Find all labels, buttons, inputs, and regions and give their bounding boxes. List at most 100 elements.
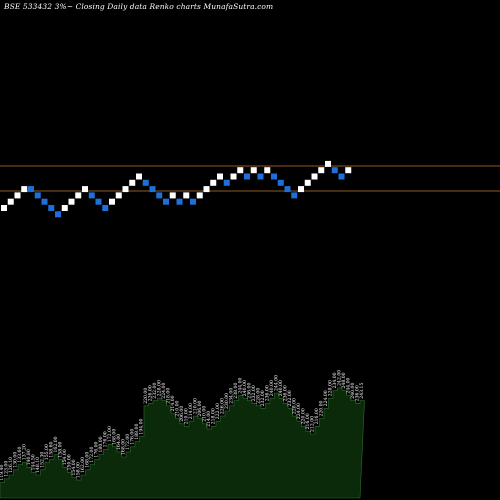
renko-brick-down <box>156 192 163 199</box>
volume-label: 123.00 <box>4 461 10 477</box>
volume-label: 206.00 <box>197 400 203 416</box>
renko-brick-up <box>217 173 223 180</box>
volume-label: 210.00 <box>202 406 208 422</box>
volume-label: 238.00 <box>233 383 239 399</box>
renko-brick-up <box>264 167 271 174</box>
renko-brick-down <box>88 192 95 199</box>
volume-label: 214.00 <box>170 395 176 411</box>
renko-brick-down <box>28 186 34 193</box>
volume-label: 234.00 <box>332 372 338 388</box>
volume-label: 240.00 <box>278 380 284 396</box>
renko-brick-up <box>7 198 14 205</box>
volume-label: 168.00 <box>112 429 118 445</box>
renko-brick-up <box>109 198 115 205</box>
volume-area <box>0 387 365 499</box>
volume-label: 226.00 <box>148 385 154 401</box>
renko-brick-up <box>210 179 217 186</box>
volume-label: 176.00 <box>94 441 100 457</box>
renko-brick-down <box>291 192 298 199</box>
renko-brick-up <box>75 192 82 199</box>
volume-label: 194.00 <box>139 418 145 434</box>
volume-label: 130.00 <box>13 452 19 468</box>
renko-brick-down <box>142 179 149 186</box>
renko-brick-down <box>257 173 264 180</box>
renko-brick-down <box>190 198 196 205</box>
renko-brick-down <box>95 198 102 205</box>
volume-label: 236.00 <box>247 383 253 399</box>
volume-label: 172.00 <box>89 447 95 463</box>
volume-label: 240.00 <box>242 380 248 396</box>
volume-label: 232.00 <box>251 385 257 401</box>
renko-brick-up <box>68 198 75 205</box>
volume-label: 216.00 <box>314 408 320 424</box>
renko-brick-down <box>277 179 284 186</box>
volume-label: 234.00 <box>229 388 235 404</box>
renko-brick-down <box>41 198 48 205</box>
volume-label: 248.00 <box>341 372 347 388</box>
volume-label: 176.00 <box>103 431 109 447</box>
volume-label: 119.40 <box>0 464 5 480</box>
renko-brick-down <box>244 173 250 180</box>
renko-brick-down <box>338 173 345 180</box>
renko-brick-down <box>55 211 61 218</box>
volume-label: 158.60 <box>49 441 55 457</box>
volume-label: 137.20 <box>22 444 28 460</box>
volume-panel: 119.40 123.00 126.10 130.00 133.60 137.20 140.… <box>0 370 365 499</box>
volume-label: 224.00 <box>323 390 329 406</box>
renko-brick-up <box>325 160 331 167</box>
volume-label: 228.00 <box>256 388 262 404</box>
volume-label: 244.00 <box>238 377 244 393</box>
volume-label: 154.00 <box>71 459 77 475</box>
renko-brick-down <box>271 173 277 180</box>
renko-brick-up <box>169 192 176 199</box>
volume-label: 244.00 <box>274 375 280 391</box>
volume-label: 218.00 <box>166 388 172 404</box>
renko-brick-up <box>318 167 325 174</box>
volume-label: 232.00 <box>152 383 158 399</box>
volume-label: 172.00 <box>107 426 113 442</box>
renko-brick-down <box>102 205 109 211</box>
volume-label: 222.00 <box>215 403 221 419</box>
renko-bricks <box>1 160 352 218</box>
volume-label: 220.00 <box>319 400 325 416</box>
volume-label: 236.00 <box>283 385 289 401</box>
volume-label: 232.00 <box>260 390 266 406</box>
volume-label: 172.00 <box>125 434 131 450</box>
volume-label: 243.15 <box>359 383 365 399</box>
renko-brick-down <box>34 192 41 199</box>
volume-label: 228.00 <box>292 398 298 414</box>
volume-label: 140.80 <box>26 449 32 465</box>
renko-brick-up <box>311 173 318 180</box>
renko-brick-up <box>203 186 210 193</box>
renko-brick-up <box>196 192 203 199</box>
renko-brick-up <box>237 167 244 174</box>
volume-label: 164.00 <box>116 434 122 450</box>
volume-label: 144.50 <box>31 454 37 470</box>
renko-brick-down <box>163 198 169 205</box>
volume-label: 218.00 <box>211 408 217 424</box>
volume-label: 154.00 <box>62 449 68 465</box>
renko-brick-up <box>115 192 122 199</box>
renko-brick-up <box>1 205 7 211</box>
volume-label: 214.00 <box>206 411 212 427</box>
volume-label: 162.00 <box>80 457 86 473</box>
renko-brick-up <box>230 173 237 180</box>
volume-label: 188.00 <box>134 424 140 440</box>
volume-label: 126.10 <box>8 457 14 473</box>
volume-label: 133.60 <box>17 447 23 463</box>
volume-label: 244.00 <box>346 377 352 393</box>
renko-brick-up <box>61 205 68 211</box>
renko-brick-up <box>136 173 142 180</box>
volume-label: 230.00 <box>224 393 230 409</box>
renko-brick-down <box>331 167 338 174</box>
volume-label: 180.00 <box>98 436 104 452</box>
volume-label: 236.00 <box>265 385 271 401</box>
volume-label: 232.00 <box>287 390 293 406</box>
renko-brick-down <box>284 186 291 193</box>
volume-label: 216.00 <box>305 413 311 429</box>
volume-label: 212.00 <box>310 416 316 432</box>
volume-label: 240.00 <box>269 380 275 396</box>
volume-label: 210.00 <box>175 400 181 416</box>
renko-brick-up <box>129 179 136 186</box>
